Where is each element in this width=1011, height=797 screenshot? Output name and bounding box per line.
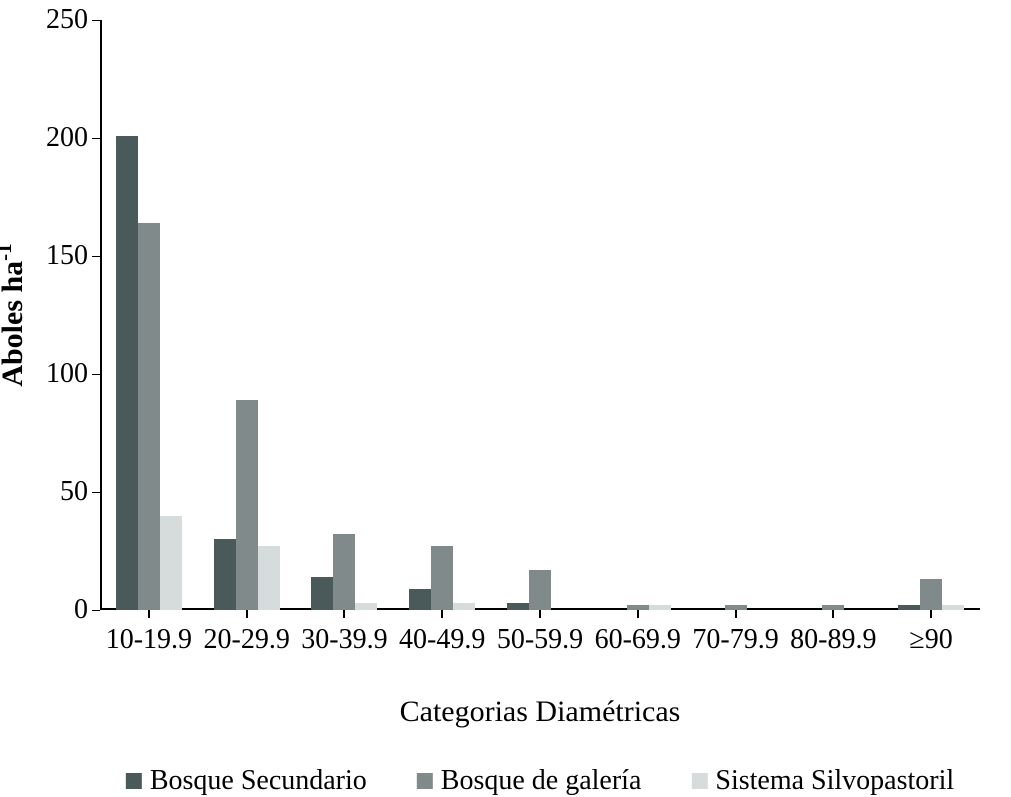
bar bbox=[942, 605, 964, 610]
bar bbox=[453, 603, 475, 610]
bar bbox=[507, 603, 529, 610]
legend-item: Sistema Silvopastoril bbox=[691, 765, 954, 797]
y-tick-label: 250 bbox=[46, 4, 100, 36]
legend-item: Bosque Secundario bbox=[126, 765, 367, 797]
bar bbox=[898, 605, 920, 610]
plot-area: 05010015020025010-19.920-29.930-39.940-4… bbox=[100, 20, 980, 610]
bar bbox=[529, 570, 551, 610]
y-tick-label: 150 bbox=[46, 240, 100, 272]
legend: Bosque Secundario Bosque de galería Sistem… bbox=[126, 765, 954, 797]
bar bbox=[725, 605, 747, 610]
x-tick-label: 60-69.9 bbox=[595, 610, 681, 656]
x-tick-label: ≥90 bbox=[909, 610, 952, 656]
x-tick-label: 80-89.9 bbox=[790, 610, 876, 656]
bar bbox=[431, 546, 453, 610]
y-axis-line bbox=[100, 20, 102, 610]
y-tick-label: 100 bbox=[46, 358, 100, 390]
legend-swatch bbox=[126, 773, 142, 789]
legend-swatch bbox=[417, 773, 433, 789]
bar bbox=[214, 539, 236, 610]
bar bbox=[333, 534, 355, 610]
bar bbox=[822, 605, 844, 610]
legend-swatch bbox=[691, 773, 707, 789]
bar bbox=[355, 603, 377, 610]
x-axis-title: Categorias Diamétricas bbox=[400, 695, 681, 729]
bar bbox=[160, 516, 182, 610]
x-tick-label: 10-19.9 bbox=[106, 610, 192, 656]
bar bbox=[409, 589, 431, 610]
y-tick-label: 0 bbox=[74, 594, 100, 626]
bar bbox=[138, 223, 160, 610]
x-tick-label: 50-59.9 bbox=[497, 610, 583, 656]
chart-container: 0 50 100 150 200 250 10-19.920-29.9 30-39.9 40-4… bbox=[0, 0, 1011, 793]
x-tick-label: 30-39.9 bbox=[301, 610, 387, 656]
x-tick-label: 70-79.9 bbox=[692, 610, 778, 656]
legend-label: Sistema Silvopastoril bbox=[715, 765, 954, 797]
y-tick-label: 50 bbox=[60, 476, 100, 508]
legend-label: Bosque Secundario bbox=[150, 765, 367, 797]
x-tick-label: 40-49.9 bbox=[399, 610, 485, 656]
y-axis-title: Aboles ha-1 bbox=[0, 243, 30, 386]
legend-item: Bosque de galería bbox=[417, 765, 642, 797]
bar bbox=[627, 605, 649, 610]
bar bbox=[258, 546, 280, 610]
y-tick-label: 200 bbox=[46, 122, 100, 154]
x-tick-label: 20-29.9 bbox=[203, 610, 289, 656]
bar bbox=[311, 577, 333, 610]
bar bbox=[649, 605, 671, 610]
bar bbox=[236, 400, 258, 610]
bar bbox=[116, 136, 138, 610]
legend-label: Bosque de galería bbox=[441, 765, 642, 797]
bar bbox=[920, 579, 942, 610]
